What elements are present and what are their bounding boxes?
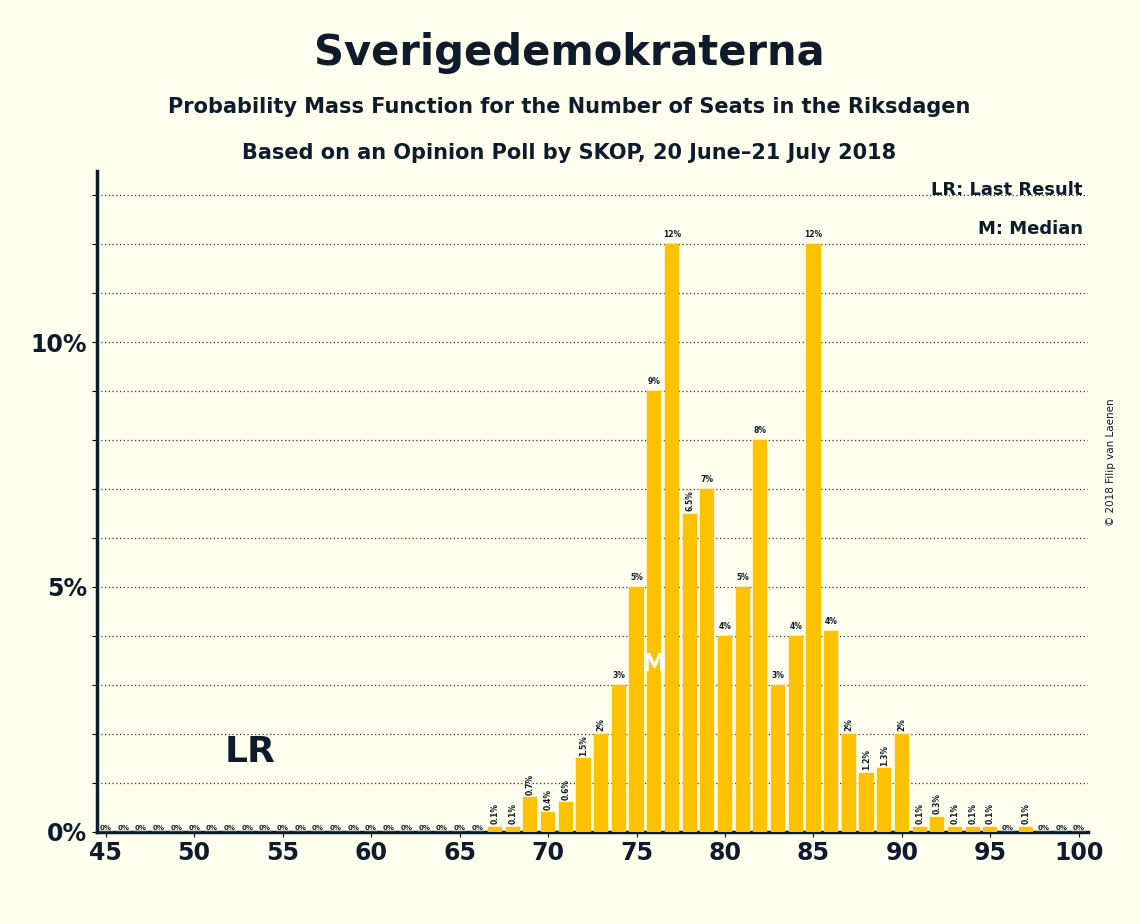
Text: 6.5%: 6.5% [685,491,694,511]
Text: 0%: 0% [136,824,147,831]
Text: © 2018 Filip van Laenen: © 2018 Filip van Laenen [1106,398,1115,526]
Text: 0%: 0% [472,824,483,831]
Text: 0%: 0% [453,824,466,831]
Bar [612,685,626,832]
Bar [877,768,892,832]
Text: 0%: 0% [401,824,412,831]
Text: 1.5%: 1.5% [579,735,588,756]
Bar [595,734,608,832]
Text: 12%: 12% [663,230,681,239]
Text: 4%: 4% [789,622,802,631]
Text: 0%: 0% [1073,824,1084,831]
Bar [665,244,679,832]
Text: 2%: 2% [898,718,907,731]
Bar [912,827,927,832]
Text: LR: LR [226,736,276,770]
Text: 7%: 7% [700,475,714,484]
Text: 0%: 0% [418,824,431,831]
Text: 1.2%: 1.2% [862,749,871,771]
Bar [860,772,874,832]
Text: 9%: 9% [648,377,661,386]
Bar [647,391,662,832]
Text: 0%: 0% [1055,824,1067,831]
Text: LR: Last Result: LR: Last Result [932,181,1083,199]
Bar [842,734,855,832]
Bar [983,827,998,832]
Text: 0%: 0% [171,824,182,831]
Text: 0%: 0% [383,824,395,831]
Bar [736,587,749,832]
Text: 1.3%: 1.3% [879,745,888,765]
Bar [523,797,538,832]
Text: 0%: 0% [277,824,288,831]
Text: 0.1%: 0.1% [508,803,517,824]
Bar [630,587,644,832]
Text: 3%: 3% [771,671,785,680]
Text: 0%: 0% [347,824,360,831]
Text: 0%: 0% [188,824,200,831]
Text: M: M [642,652,666,676]
Bar [931,817,944,832]
Text: M: Median: M: Median [977,221,1083,238]
Text: 3%: 3% [613,671,625,680]
Text: 0.1%: 0.1% [986,803,995,824]
Bar [718,636,732,832]
Text: 0%: 0% [100,824,112,831]
Text: 0%: 0% [259,824,271,831]
Bar [576,759,590,832]
Text: 0%: 0% [312,824,323,831]
Text: 0.1%: 0.1% [491,803,500,824]
Text: 0.1%: 0.1% [1022,803,1031,824]
Text: 0.7%: 0.7% [526,773,535,795]
Text: 0%: 0% [153,824,165,831]
Bar [1018,827,1033,832]
Text: 0.1%: 0.1% [968,803,977,824]
Text: 0.1%: 0.1% [915,803,924,824]
Bar [771,685,785,832]
Text: 0%: 0% [366,824,377,831]
Text: 0%: 0% [294,824,306,831]
Text: 2%: 2% [844,718,853,731]
Bar [558,802,573,832]
Bar [948,827,962,832]
Bar [541,812,555,832]
Bar [966,827,980,832]
Bar [682,514,697,832]
Text: 12%: 12% [804,230,822,239]
Text: 0.3%: 0.3% [933,794,942,814]
Text: 8%: 8% [754,426,767,435]
Text: Based on an Opinion Poll by SKOP, 20 June–21 July 2018: Based on an Opinion Poll by SKOP, 20 Jun… [243,143,896,164]
Bar [788,636,803,832]
Text: 0.4%: 0.4% [543,788,552,809]
Text: 4%: 4% [825,617,837,626]
Text: 4%: 4% [719,622,731,631]
Text: 0%: 0% [436,824,448,831]
Text: 2%: 2% [597,718,606,731]
Text: 0%: 0% [206,824,218,831]
Text: 0.6%: 0.6% [562,779,571,800]
Text: Probability Mass Function for the Number of Seats in the Riksdagen: Probability Mass Function for the Number… [169,97,970,117]
Bar [895,734,909,832]
Bar [825,631,838,832]
Text: Sverigedemokraterna: Sverigedemokraterna [314,32,825,74]
Text: 0%: 0% [1002,824,1014,831]
Text: 0%: 0% [223,824,236,831]
Text: 0.1%: 0.1% [951,803,959,824]
Text: 0%: 0% [117,824,130,831]
Text: 0%: 0% [1038,824,1049,831]
Text: 0%: 0% [241,824,253,831]
Bar [506,827,519,832]
Text: 5%: 5% [736,573,749,582]
Text: 0%: 0% [329,824,342,831]
Bar [753,440,768,832]
Bar [487,827,502,832]
Bar [700,489,714,832]
Text: 5%: 5% [630,573,642,582]
Bar [806,244,820,832]
